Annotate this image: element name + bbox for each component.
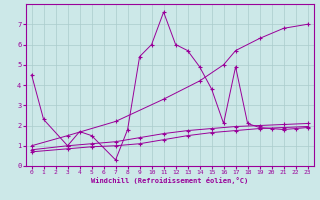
X-axis label: Windchill (Refroidissement éolien,°C): Windchill (Refroidissement éolien,°C) xyxy=(91,177,248,184)
